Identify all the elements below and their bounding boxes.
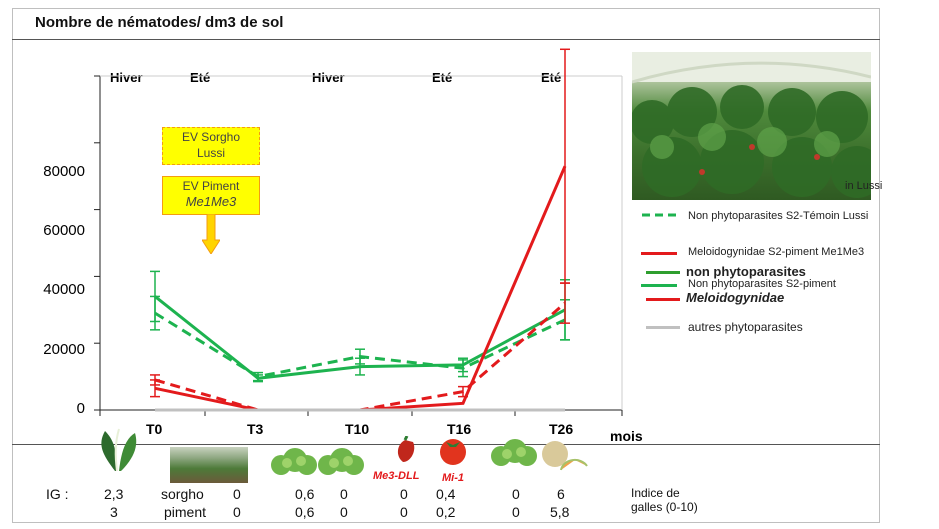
annotation-line: Me1Me3 — [163, 194, 259, 210]
annotation-line: EV Sorgho — [163, 129, 259, 145]
ig-cell: sorgho — [161, 486, 204, 502]
melon-icon — [539, 438, 589, 476]
ig-cell: 0,2 — [436, 504, 455, 520]
pepper-icon — [393, 436, 419, 464]
ig-note-line: Indice de — [631, 486, 698, 500]
legend-swatch — [646, 298, 680, 301]
ig-cell: 0,6 — [295, 486, 314, 502]
x-tick-label: T10 — [345, 421, 369, 437]
ig-cell: 0 — [340, 504, 348, 520]
legend-swatch — [646, 271, 680, 274]
ig-cell: 2,3 — [104, 486, 123, 502]
sorghum-field-icon — [170, 447, 248, 483]
ig-cell: 0 — [340, 486, 348, 502]
down-arrow-icon — [202, 214, 220, 254]
ig-cell: 0 — [233, 486, 241, 502]
annotation-line: Lussi — [163, 145, 259, 161]
tomato-icon — [436, 434, 470, 466]
ig-cell: 3 — [110, 504, 118, 520]
ig-cell: 0,4 — [436, 486, 455, 502]
ig-cell: 6 — [557, 486, 565, 502]
legend-label: Non phytoparasites S2-Témoin Lussi — [688, 210, 868, 222]
legend-label: non phytoparasites — [686, 264, 806, 279]
lettuce-icon — [271, 447, 317, 477]
ig-cell: 0 — [400, 504, 408, 520]
legend-swatch — [641, 284, 677, 287]
legend-label: Meloidogynidae S2-piment Me1Me3 — [688, 246, 864, 258]
legend-label: Meloidogynidae — [686, 290, 784, 305]
x-tick-label: T0 — [146, 421, 162, 437]
legend-label: autres phytoparasites — [688, 320, 803, 334]
ig-cell: 0,6 — [295, 504, 314, 520]
series-1 — [150, 271, 570, 381]
ig-note: Indice de galles (0-10) — [631, 486, 698, 514]
annotation-line: EV Piment — [163, 178, 259, 194]
legend-swatch — [640, 212, 680, 218]
x-tick-label: T3 — [247, 421, 263, 437]
ig-cell: 0 — [512, 504, 520, 520]
ig-cell: 5,8 — [550, 504, 569, 520]
ig-cell: 0 — [233, 504, 241, 520]
ig-note-line: galles (0-10) — [631, 500, 698, 514]
x-tick-label: T26 — [549, 421, 573, 437]
legend-swatch — [641, 252, 677, 255]
lettuce-icon — [318, 447, 364, 477]
ig-label: IG : — [46, 486, 69, 502]
chard-icon — [95, 425, 140, 473]
lettuce-icon — [491, 438, 537, 468]
annotation-piment: EV Piment Me1Me3 — [162, 176, 260, 215]
ig-cell: 0 — [400, 486, 408, 502]
annotation-sorgho: EV Sorgho Lussi — [162, 127, 260, 165]
legend-label: Non phytoparasites S2-piment — [688, 278, 836, 290]
x-axis-unit: mois — [610, 428, 643, 444]
tomato-variety-label: Mi-1 — [442, 472, 464, 484]
pepper-variety-label: Me3-DLL — [373, 470, 419, 482]
ig-cell: 0 — [512, 486, 520, 502]
ig-cell: piment — [164, 504, 206, 520]
greenhouse-image-icon — [632, 52, 871, 200]
legend-swatch — [646, 326, 680, 329]
legend-partial-label: in Lussi — [845, 180, 882, 192]
greenhouse-photo — [632, 52, 871, 200]
